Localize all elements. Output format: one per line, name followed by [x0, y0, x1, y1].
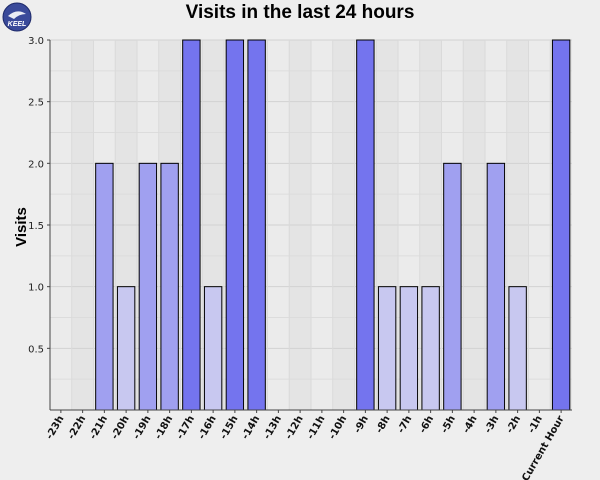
bar — [182, 39, 201, 411]
x-tick-label: -6h — [418, 414, 437, 435]
x-tick-label: -13h — [262, 414, 284, 441]
bar — [138, 162, 158, 411]
y-tick-label: 2.5 — [28, 98, 44, 109]
bar — [247, 39, 266, 411]
grid-lines — [50, 39, 572, 410]
x-tick-label: -16h — [197, 414, 219, 441]
x-tick-label: -11h — [305, 414, 327, 441]
y-tick-label: 2.0 — [28, 159, 44, 170]
logo-text: KEEL — [8, 21, 27, 28]
chart-title: Visits in the last 24 hours — [185, 2, 415, 23]
y-tick-label: 1.0 — [28, 283, 44, 294]
x-tick-label: -8h — [374, 414, 393, 435]
keel-logo-icon: KEEL — [2, 2, 32, 32]
bar — [160, 162, 179, 411]
x-tick-labels: -23h -22h -21h -20h -19h -18h -17h -16h -15h -14h… — [44, 410, 567, 480]
bar — [356, 39, 375, 411]
x-tick-label: -18h — [153, 414, 175, 441]
bar — [551, 39, 571, 411]
bar — [421, 286, 440, 411]
y-tick-label: 1.5 — [28, 221, 44, 232]
y-axis-label: Visits — [13, 207, 30, 247]
x-tick-label: -2h — [505, 414, 524, 435]
x-tick-label: -15h — [218, 414, 240, 441]
bar — [377, 286, 397, 411]
x-tick-label: -20h — [110, 414, 132, 441]
bar — [443, 162, 462, 411]
bar — [203, 286, 223, 411]
x-tick-label: -9h — [352, 414, 371, 435]
bar — [508, 286, 527, 411]
y-tick-label: 0.5 — [28, 344, 44, 355]
x-tick-label: -21h — [88, 414, 110, 441]
bar — [399, 286, 419, 411]
x-tick-label: -23h — [44, 414, 66, 441]
bar — [225, 39, 245, 411]
y-tick-labels: 0.5 1.0 1.5 2.0 2.5 3.0 — [28, 36, 50, 355]
x-tick-label: -3h — [483, 414, 502, 435]
x-tick-label: -7h — [396, 414, 415, 435]
x-tick-label: -17h — [175, 414, 197, 441]
x-tick-label: -19h — [131, 414, 153, 441]
x-tick-label: -1h — [526, 414, 545, 435]
x-tick-label: Current Hour — [520, 414, 566, 480]
bar — [116, 286, 136, 411]
x-tick-label: -14h — [240, 414, 262, 441]
x-tick-label: -5h — [439, 414, 458, 435]
x-tick-label: -4h — [461, 414, 480, 435]
y-tick-label: 3.0 — [28, 36, 44, 47]
bar — [95, 162, 114, 411]
x-tick-label: -10h — [327, 414, 349, 441]
bar — [486, 162, 506, 411]
x-tick-label: -22h — [66, 414, 88, 441]
x-tick-label: -12h — [284, 414, 306, 441]
